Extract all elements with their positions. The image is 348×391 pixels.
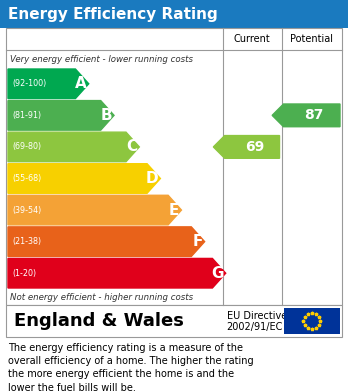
Text: E: E [169,203,180,217]
Text: 87: 87 [304,108,324,122]
Text: (39-54): (39-54) [12,206,41,215]
Text: G: G [211,266,224,281]
Polygon shape [8,69,89,99]
Text: (1-20): (1-20) [12,269,36,278]
Text: (81-91): (81-91) [12,111,41,120]
Polygon shape [272,104,340,127]
Polygon shape [8,195,181,225]
Text: EU Directive: EU Directive [227,311,287,321]
Text: D: D [146,171,158,186]
Polygon shape [213,136,279,158]
Text: (21-38): (21-38) [12,237,41,246]
Bar [284,308,340,334]
Text: A: A [75,76,87,91]
Text: England & Wales: England & Wales [14,312,184,330]
Text: (69-80): (69-80) [12,142,41,151]
Bar [6,305,342,337]
Text: B: B [101,108,112,123]
Polygon shape [8,132,139,162]
Text: (92-100): (92-100) [12,79,46,88]
Text: (55-68): (55-68) [12,174,41,183]
Bar [0,0,348,28]
Polygon shape [8,164,160,193]
Polygon shape [8,258,226,288]
Bar [6,28,342,305]
Text: Energy Efficiency Rating: Energy Efficiency Rating [8,7,218,22]
Polygon shape [8,227,205,256]
Text: Potential: Potential [290,34,333,44]
Text: The energy efficiency rating is a measure of the
overall efficiency of a home. T: The energy efficiency rating is a measur… [8,343,254,391]
Text: Current: Current [234,34,270,44]
Text: 69: 69 [245,140,264,154]
Text: Very energy efficient - lower running costs: Very energy efficient - lower running co… [10,54,193,63]
Text: C: C [126,140,137,154]
Polygon shape [8,100,114,130]
Text: F: F [192,234,203,249]
Text: Not energy efficient - higher running costs: Not energy efficient - higher running co… [10,292,193,301]
Text: 2002/91/EC: 2002/91/EC [227,322,283,332]
